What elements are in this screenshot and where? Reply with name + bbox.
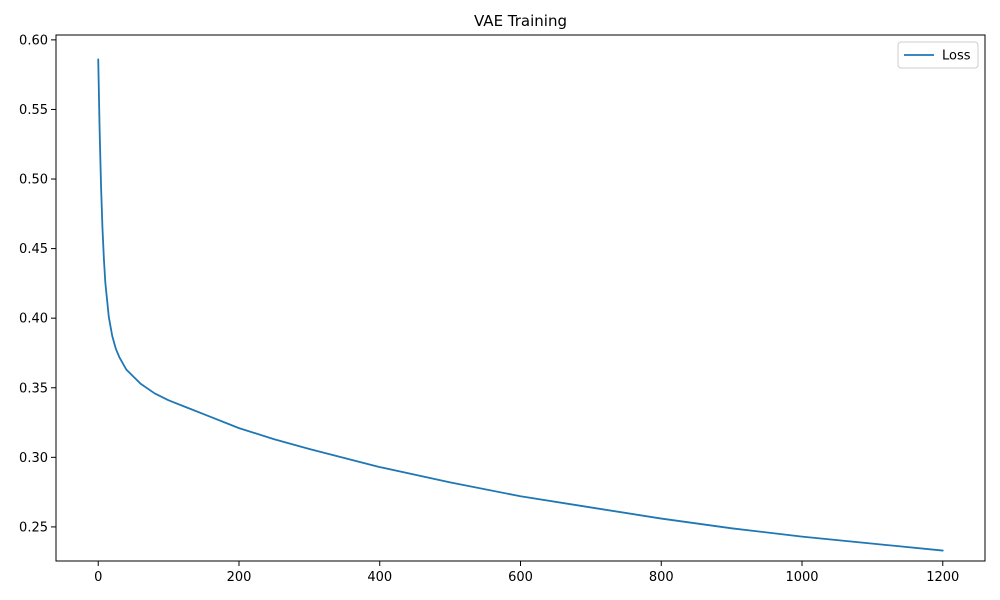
y-tick-label: 0.50 (19, 173, 48, 188)
series-line-loss (97, 58, 944, 552)
legend-box (897, 41, 979, 69)
x-tick-label: 200 (227, 570, 252, 585)
x-tick-label: 600 (508, 570, 533, 585)
x-tick-label: 1000 (785, 570, 818, 585)
series-layer (97, 58, 944, 552)
y-tick-label: 0.60 (19, 33, 48, 48)
y-tick-label: 0.35 (19, 381, 48, 396)
plot-frame (55, 34, 986, 562)
x-tick-label: 1200 (926, 570, 959, 585)
y-tick-label: 0.55 (19, 103, 48, 118)
y-tick-label: 0.30 (19, 451, 48, 466)
y-tick-label: 0.45 (19, 242, 48, 257)
y-tick-label: 0.25 (19, 520, 48, 535)
y-tick-label: 0.40 (19, 312, 48, 327)
x-tick-label: 800 (649, 570, 674, 585)
x-axis: 0 200 400 600 800 1000 1200 (94, 561, 959, 585)
legend: Loss (897, 41, 979, 69)
x-tick-label: 0 (94, 570, 102, 585)
y-axis: 0.25 0.30 0.35 0.40 0.45 0.50 0.55 0.60 (19, 33, 56, 535)
legend-label-loss: Loss (942, 49, 971, 64)
chart-title: VAE Training (474, 12, 567, 30)
x-tick-label: 400 (367, 570, 392, 585)
